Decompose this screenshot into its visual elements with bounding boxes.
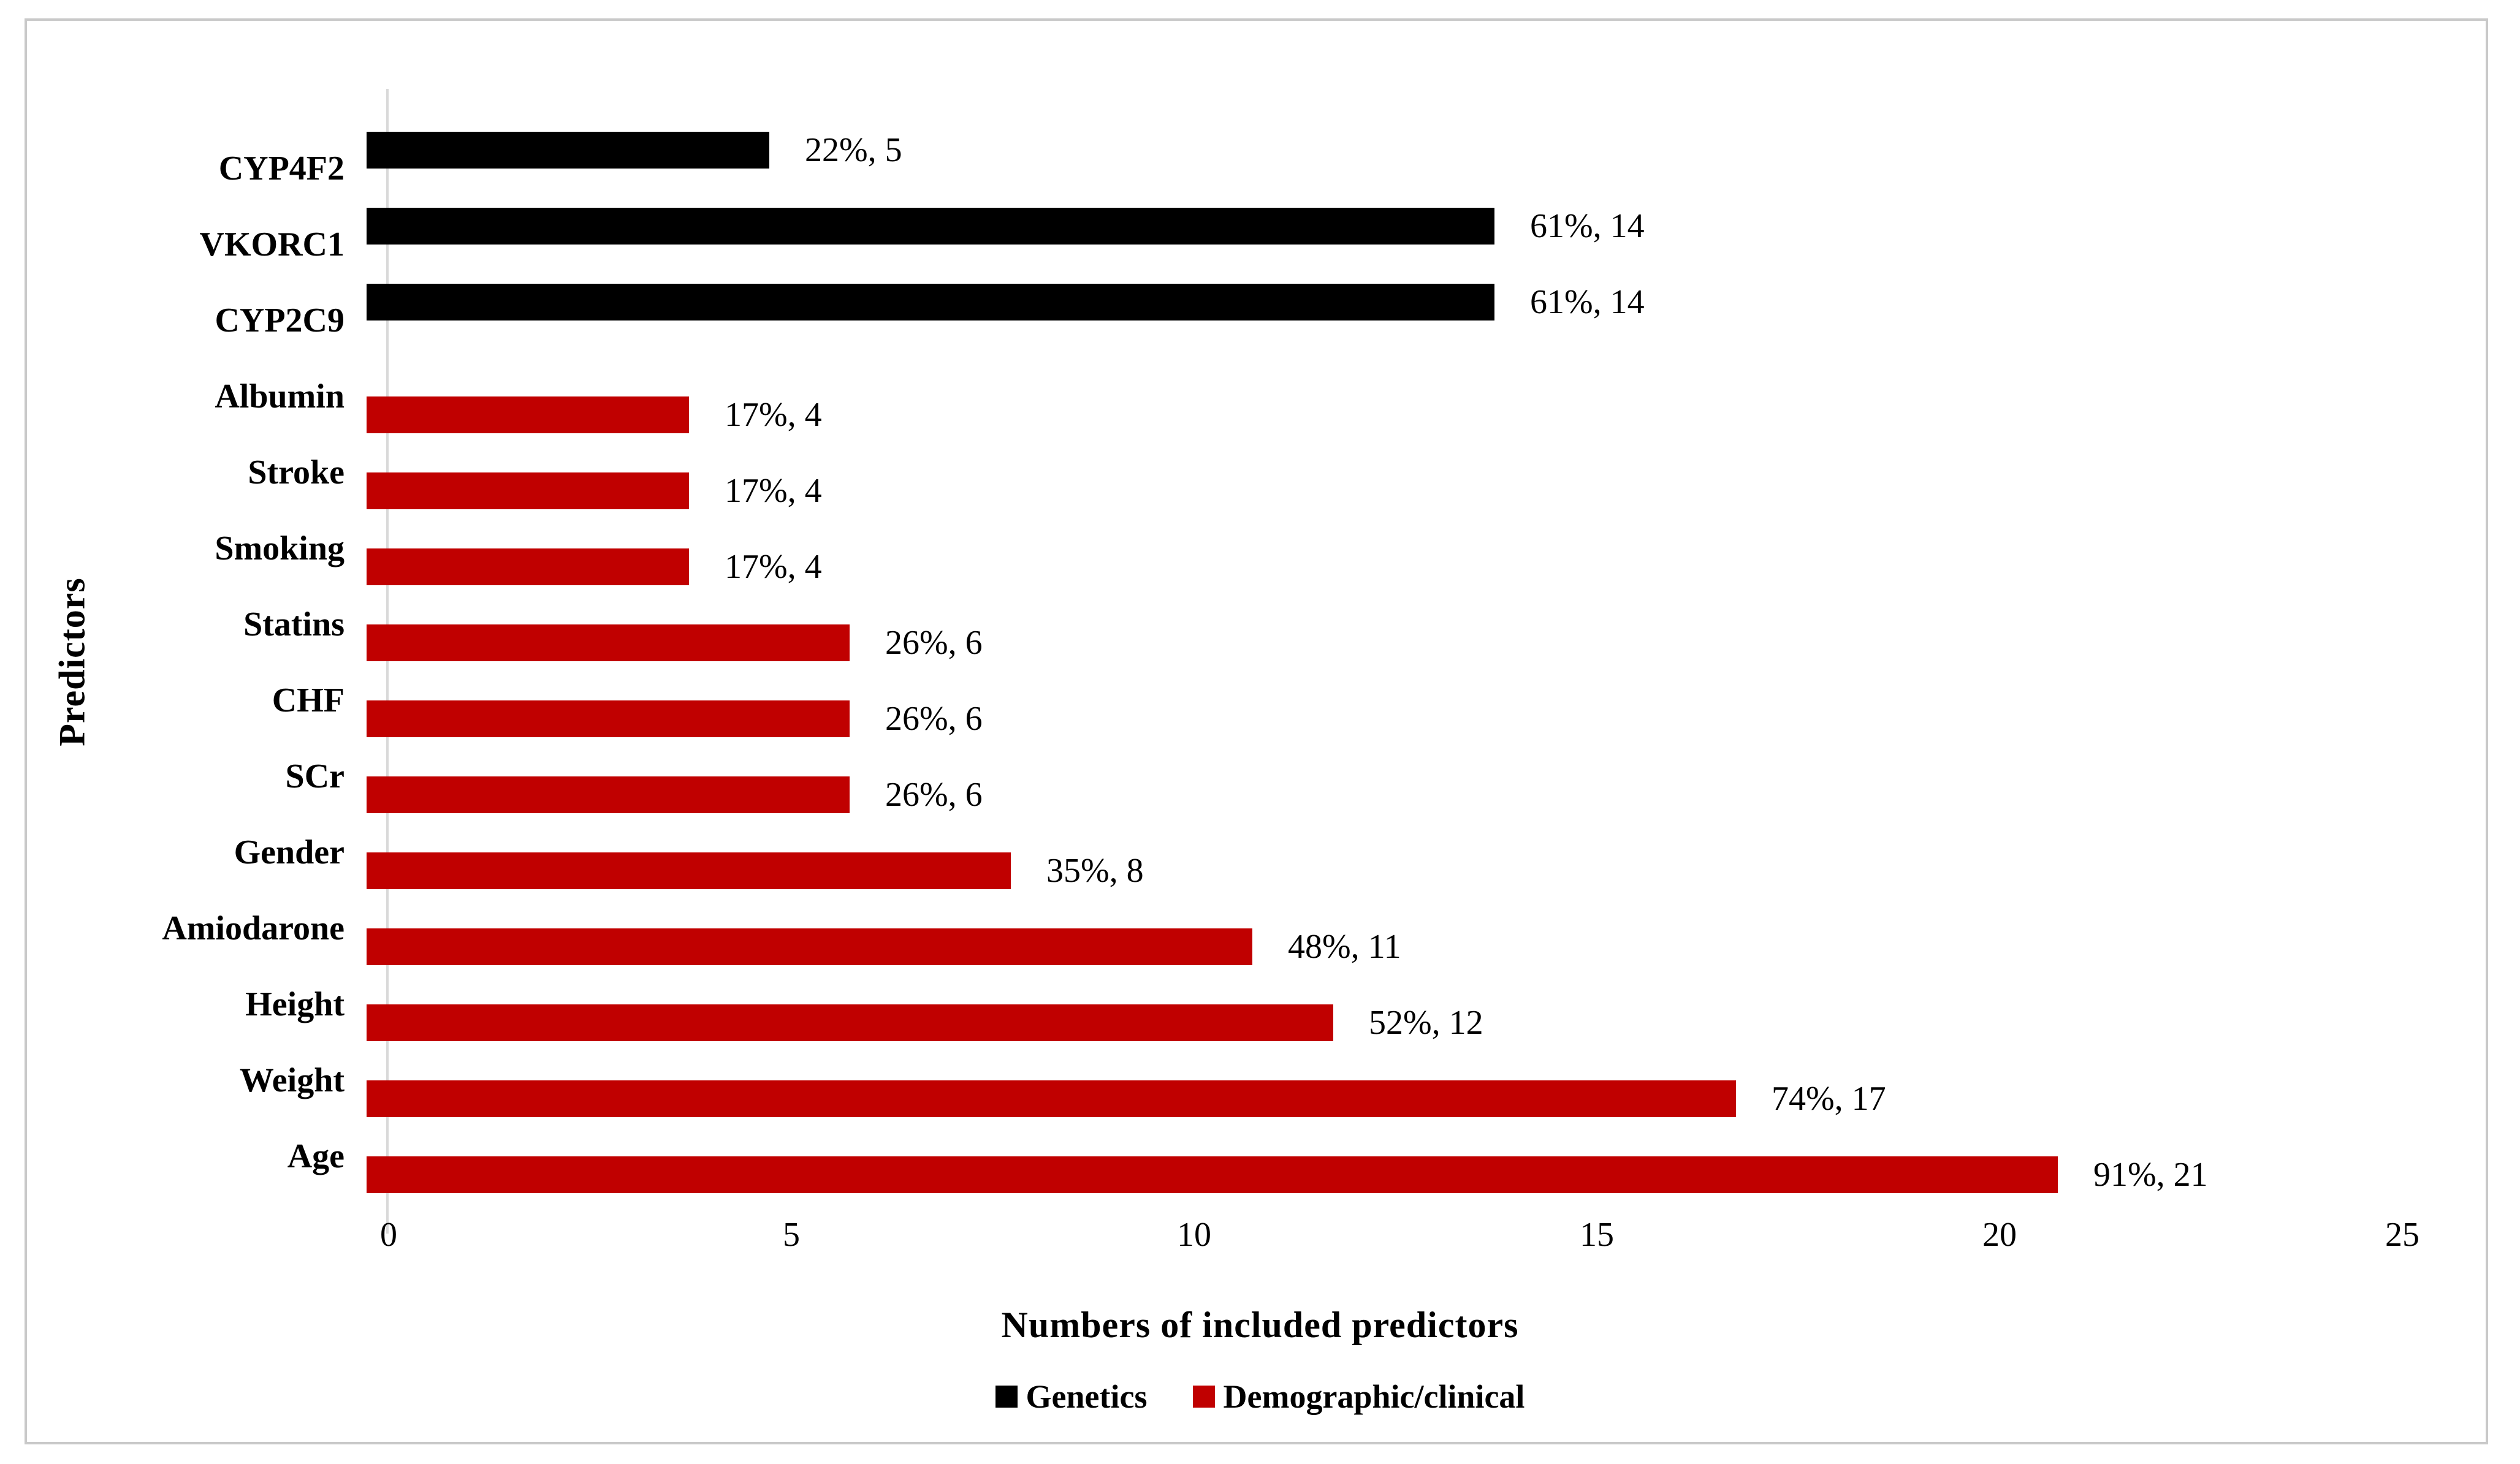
data-label: 17%, 4 <box>725 472 822 510</box>
bar-zone: 17%, 4 <box>367 434 2421 510</box>
demographic-bar-weight <box>367 1080 1736 1117</box>
bar-zone: 26%, 6 <box>367 738 2421 814</box>
category-label: Amiodarone <box>162 909 345 947</box>
bar-zone: 61%, 14 <box>367 283 2421 358</box>
data-label: 17%, 4 <box>725 396 822 434</box>
data-label: 17%, 4 <box>725 548 822 586</box>
legend-label: Demographic/clinical <box>1223 1378 1525 1415</box>
category-label: CYP4F2 <box>218 150 345 188</box>
genetics-bar-cyp4f2 <box>367 132 769 169</box>
chart-row: Smoking 17%, 4 <box>92 510 2421 586</box>
bar-zone: 61%, 14 <box>367 207 2421 283</box>
x-tick-label: 25 <box>2385 1216 2419 1254</box>
chart-row: Gender 35%, 8 <box>92 814 2421 890</box>
category-label: Weight <box>239 1061 345 1099</box>
category-label: Statins <box>243 605 345 643</box>
category-label: CYP2C9 <box>215 302 345 339</box>
data-label: 35%, 8 <box>1046 852 1144 890</box>
category-label: Smoking <box>215 529 345 567</box>
y-axis-line <box>386 89 389 1234</box>
category-label: Stroke <box>248 453 345 491</box>
category-label: VKORC1 <box>199 226 345 264</box>
data-label: 74%, 17 <box>1772 1080 1886 1118</box>
chart-row: CYP4F2 22%, 5 <box>92 131 2421 207</box>
data-label: 61%, 14 <box>1530 207 1645 245</box>
demographic-bar-age <box>367 1156 2058 1193</box>
data-label: 61%, 14 <box>1530 283 1645 321</box>
chart-row: Albumin 17%, 4 <box>92 358 2421 434</box>
chart-row: SCr 26%, 6 <box>92 738 2421 814</box>
bar-zone: 74%, 17 <box>367 1042 2421 1118</box>
x-tick-label: 5 <box>783 1216 800 1254</box>
x-tick-label: 20 <box>1982 1216 2017 1254</box>
chart-row: Stroke 17%, 4 <box>92 434 2421 510</box>
chart-row: Statins 26%, 6 <box>92 586 2421 662</box>
data-label: 52%, 12 <box>1369 1004 1483 1042</box>
chart-row: CHF 26%, 6 <box>92 662 2421 738</box>
plot-area: CYP4F2 22%, 5 VKORC1 61%, 14 CYP2C9 61%, 14 Al… <box>92 131 2421 1194</box>
data-label: 48%, 11 <box>1288 928 1401 966</box>
data-label: 22%, 5 <box>805 131 902 169</box>
category-label: Gender <box>234 833 345 871</box>
bar-zone: 26%, 6 <box>367 586 2421 662</box>
demographic-bar-amiodarone <box>367 928 1252 965</box>
data-label: 26%, 6 <box>885 776 983 814</box>
genetics-bar-vkorc1 <box>367 208 1494 245</box>
demographic-bar-stroke <box>367 472 689 509</box>
chart-row: Weight 74%, 17 <box>92 1042 2421 1118</box>
data-label: 26%, 6 <box>885 624 983 662</box>
data-label: 26%, 6 <box>885 700 983 738</box>
legend-item-demographic-clinical: Demographic/clinical <box>1192 1378 1525 1416</box>
bar-zone: 17%, 4 <box>367 510 2421 586</box>
bar-zone: 22%, 5 <box>367 131 2421 207</box>
demographic-bar-smoking <box>367 548 689 585</box>
demographic-bar-albumin <box>367 396 689 433</box>
x-tick-label: 10 <box>1177 1216 1211 1254</box>
demographic-bar-gender <box>367 852 1011 889</box>
chart-row: Age 91%, 21 <box>92 1118 2421 1194</box>
x-tick-label: 0 <box>380 1216 397 1254</box>
legend: Genetics Demographic/clinical <box>0 1378 2520 1416</box>
category-label: Height <box>245 985 345 1023</box>
chart-row: Height 52%, 12 <box>92 966 2421 1042</box>
x-tick-label: 15 <box>1580 1216 1614 1254</box>
x-axis-title: Numbers of included predictors <box>1001 1305 1519 1345</box>
chart-row: Amiodarone 48%, 11 <box>92 890 2421 966</box>
demographic-bar-statins <box>367 624 850 661</box>
legend-swatch-icon <box>1192 1386 1215 1408</box>
demographic-bar-chf <box>367 700 850 737</box>
bar-zone: 17%, 4 <box>367 358 2421 434</box>
demographic-bar-height <box>367 1004 1333 1041</box>
bar-zone: 91%, 21 <box>367 1118 2421 1194</box>
bar-zone: 26%, 6 <box>367 662 2421 738</box>
category-label: CHF <box>272 681 345 719</box>
chart-row: CYP2C9 61%, 14 <box>92 283 2421 358</box>
chart-row: VKORC1 61%, 14 <box>92 207 2421 283</box>
category-label: Albumin <box>215 377 345 415</box>
legend-swatch-icon <box>995 1386 1018 1408</box>
bar-zone: 52%, 12 <box>367 966 2421 1042</box>
y-axis-title: Predictors <box>51 577 93 746</box>
legend-item-genetics: Genetics <box>995 1378 1148 1416</box>
legend-label: Genetics <box>1026 1378 1148 1415</box>
genetics-bar-cyp2c9 <box>367 284 1494 320</box>
demographic-bar-scr <box>367 776 850 813</box>
category-label: SCr <box>285 757 345 795</box>
category-label: Age <box>287 1137 345 1175</box>
data-label: 91%, 21 <box>2093 1156 2208 1194</box>
x-axis-ticks: 0 5 10 15 20 25 <box>380 1215 2419 1254</box>
bar-zone: 48%, 11 <box>367 890 2421 966</box>
bar-zone: 35%, 8 <box>367 814 2421 890</box>
